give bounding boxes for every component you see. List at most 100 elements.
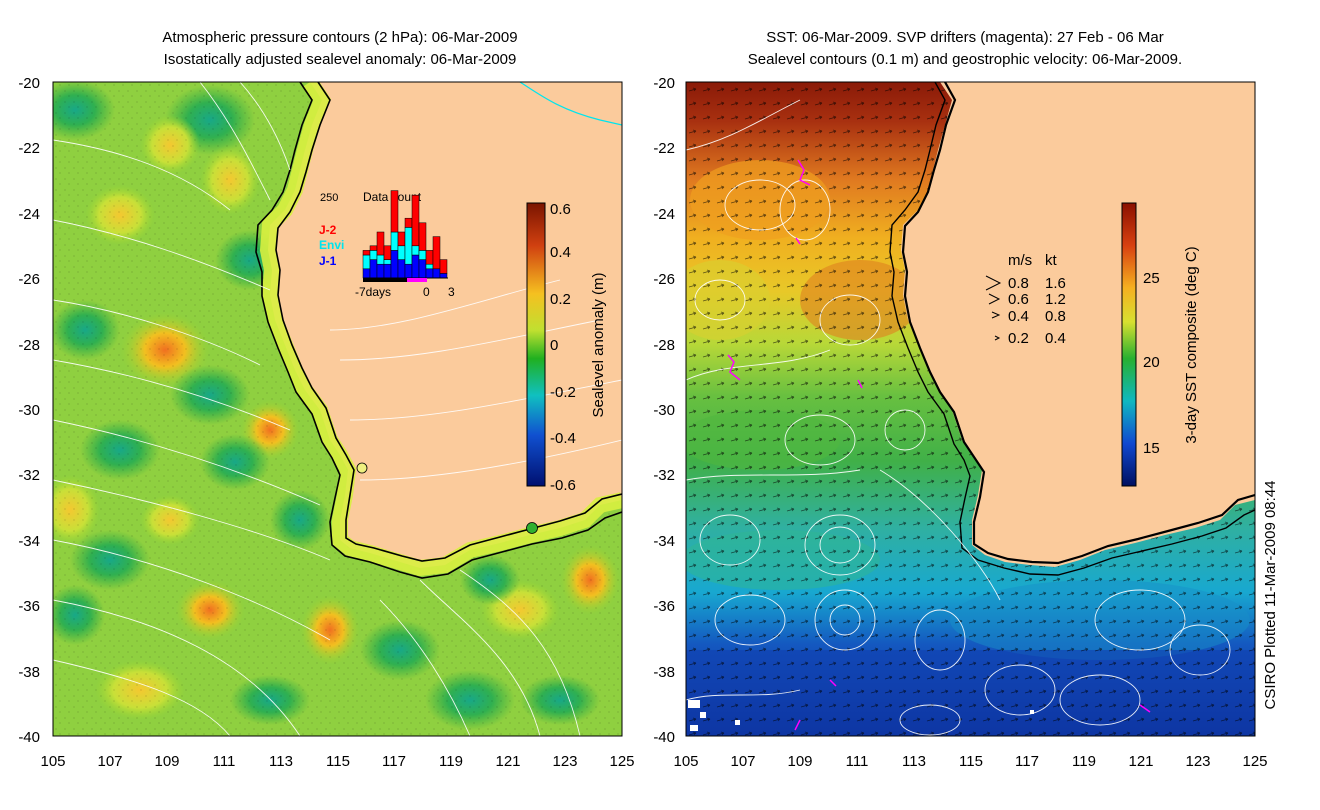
right-y-tick: -26 (653, 271, 675, 288)
left-y-tick: -36 (18, 598, 40, 615)
left-y-tick: -28 (18, 337, 40, 354)
inset-legend-j2: J-2 (319, 223, 337, 237)
left-y-tick: -26 (18, 271, 40, 288)
velocity-legend-kt: 1.2 (1045, 291, 1066, 308)
inset-bar-envi (383, 259, 392, 265)
station-marker-yellow (356, 462, 368, 474)
inset-bar-j1 (376, 263, 385, 279)
left-x-tick: 107 (97, 753, 122, 770)
left-y-tick: -20 (18, 75, 40, 92)
left-colorbar-tick: 0.4 (550, 244, 571, 261)
velocity-arrow-0-6 (988, 293, 1001, 305)
left-x-tick: 117 (382, 753, 406, 770)
inset-bar-envi (376, 254, 385, 265)
inset-bar-envi (369, 250, 378, 260)
left-x-tick: 125 (609, 753, 634, 770)
right-y-tick: -28 (653, 337, 675, 354)
left-colorbar-label: Sealevel anomaly (m) (590, 272, 607, 417)
left-x-tick: 121 (495, 753, 520, 770)
inset-bar-envi (425, 263, 434, 270)
inset-bar-j2 (439, 259, 448, 274)
inset-bar-j1 (411, 254, 420, 279)
velocity-legend-header-ms: m/s (1008, 252, 1032, 269)
right-x-tick: 105 (673, 753, 698, 770)
inset-bar-j2 (425, 250, 434, 265)
right-map-title-line2: Sealevel contours (0.1 m) and geostrophi… (747, 51, 1183, 68)
left-colorbar-tick: 0.6 (550, 201, 571, 218)
left-y-tick: -38 (18, 664, 40, 681)
right-map-frame (685, 81, 1256, 737)
inset-bar-j1 (390, 250, 399, 279)
inset-bar-j2 (383, 245, 392, 260)
inset-bar-envi (404, 227, 413, 265)
velocity-arrow-0-8 (985, 275, 1002, 291)
right-y-tick: -24 (653, 206, 675, 223)
right-y-tick: -34 (653, 533, 675, 550)
left-y-tick: -32 (18, 467, 40, 484)
inset-x-label: -7days (355, 285, 391, 299)
inset-bar-j1 (397, 259, 406, 279)
velocity-legend-ms: 0.6 (1008, 291, 1029, 308)
inset-bar-j2 (397, 231, 406, 247)
inset-bar-j2 (418, 222, 427, 251)
inset-bar-envi (411, 245, 420, 256)
velocity-legend: m/s kt 0.8 1.6 0.6 1.2 0.4 0.8 0.2 0.4 (985, 252, 1066, 347)
left-x-tick: 115 (326, 753, 350, 770)
left-x-tick: 105 (40, 753, 65, 770)
left-map-title-line2: Isostatically adjusted sealevel anomaly:… (163, 51, 517, 68)
right-x-tick: 117 (1015, 753, 1039, 770)
inset-bar-j1 (439, 273, 448, 279)
left-colorbar-tick: 0.2 (550, 291, 571, 308)
cloud-gaps (688, 700, 1034, 731)
left-colorbar: 0.6 0.4 0.2 0 -0.2 -0.4 -0.6 Sealevel an… (526, 201, 607, 494)
left-y-tick: -40 (18, 729, 40, 746)
right-x-tick: 109 (787, 753, 812, 770)
inset-legend-envi: Envi (319, 238, 344, 252)
left-y-tick: -22 (18, 140, 40, 157)
left-colorbar-tick: -0.6 (550, 477, 576, 494)
velocity-legend-kt: 0.4 (1045, 330, 1066, 347)
right-y-tick: -40 (653, 729, 675, 746)
left-map-frame (52, 81, 623, 737)
inset-bar-envi (362, 254, 371, 270)
left-cyan-contour (519, 82, 622, 126)
right-x-tick: 115 (959, 753, 983, 770)
inset-x-label: 3 (448, 285, 455, 299)
right-x-axis: 105 107 109 111 113 115 117 119 121 123 … (673, 753, 1267, 770)
inset-bar-j2 (404, 217, 413, 228)
right-y-tick: -22 (653, 140, 675, 157)
right-x-tick: 107 (730, 753, 755, 770)
inset-bar-envi (418, 250, 427, 260)
right-colorbar: 25 20 15 3-day SST composite (deg C) (1121, 202, 1200, 487)
right-map-plot (686, 82, 1255, 736)
left-y-tick: -24 (18, 206, 40, 223)
inset-bar-j2 (390, 190, 399, 233)
inset-bar-j1 (362, 268, 371, 279)
right-landmass (901, 82, 1255, 567)
inset-x-label: 0 (423, 285, 430, 299)
right-y-tick: -38 (653, 664, 675, 681)
velocity-legend-kt: 0.8 (1045, 308, 1066, 325)
right-y-tick: -30 (653, 402, 675, 419)
left-y-tick: -34 (18, 533, 40, 550)
left-colorbar-tick: -0.4 (550, 430, 576, 447)
left-x-tick: 119 (439, 753, 463, 770)
velocity-legend-ms: 0.2 (1008, 330, 1029, 347)
right-map-title-line1: SST: 06-Mar-2009. SVP drifters (magenta)… (766, 29, 1164, 46)
right-colorbar-tick: 25 (1143, 270, 1160, 287)
right-colorbar-label: 3-day SST composite (deg C) (1183, 246, 1200, 443)
velocity-legend-ms: 0.8 (1008, 275, 1029, 292)
inset-bar-j1 (383, 263, 392, 279)
velocity-arrow-0-4 (991, 311, 1001, 319)
inset-bar-envi (390, 231, 399, 251)
right-x-tick: 111 (846, 753, 869, 770)
right-x-tick: 113 (902, 753, 926, 770)
svp-drifter-tracks (727, 159, 1151, 731)
velocity-legend-header-kt: kt (1045, 252, 1058, 269)
velocity-legend-ms: 0.4 (1008, 308, 1029, 325)
right-colorbar-tick: 15 (1143, 440, 1160, 457)
inset-bar-j2 (411, 194, 420, 247)
inset-bar-j2 (432, 236, 441, 270)
right-y-axis: -20 -22 -24 -26 -28 -30 -32 -34 -36 -38 … (653, 75, 675, 746)
left-x-tick: 111 (213, 753, 236, 770)
